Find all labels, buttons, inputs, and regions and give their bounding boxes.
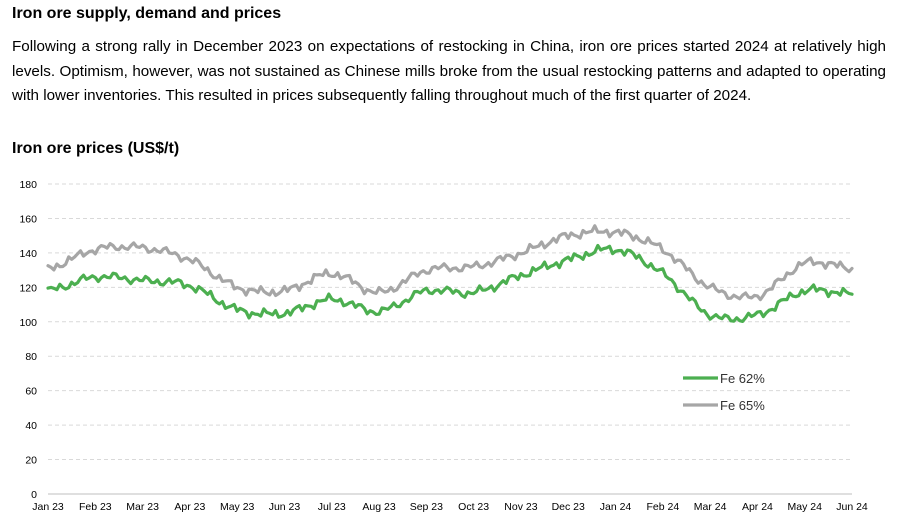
x-tick-label: Jun 24: [836, 501, 868, 513]
y-tick-label: 140: [19, 248, 37, 260]
series-line-fe62: [46, 243, 854, 323]
y-tick-label: 40: [25, 420, 37, 432]
legend-label: Fe 62%: [720, 371, 765, 386]
y-tick-label: 0: [31, 489, 37, 501]
x-tick-label: Sep 23: [410, 501, 443, 513]
x-tick-label: Apr 23: [174, 501, 205, 513]
gridlines: [48, 183, 852, 461]
x-tick-label: Aug 23: [362, 501, 395, 513]
x-tick-label: Oct 23: [458, 501, 489, 513]
x-tick-label: May 23: [220, 501, 255, 513]
y-axis-ticks: 0 20 40 60 80 100 120 140 160 180: [19, 179, 37, 501]
x-tick-label: Jun 23: [269, 501, 301, 513]
x-tick-label: Mar 23: [126, 501, 159, 513]
x-tick-label: Jan 23: [32, 501, 64, 513]
x-tick-label: Feb 24: [646, 501, 679, 513]
x-tick-label: Mar 24: [694, 501, 727, 513]
body-paragraph: Following a strong rally in December 202…: [12, 38, 886, 104]
x-tick-label: May 24: [787, 501, 822, 513]
y-tick-label: 180: [19, 179, 37, 191]
legend-label: Fe 65%: [720, 398, 765, 413]
y-tick-label: 80: [25, 351, 37, 363]
y-tick-label: 120: [19, 282, 37, 294]
y-tick-label: 60: [25, 386, 37, 398]
y-tick-label: 100: [19, 317, 37, 329]
x-tick-label: Dec 23: [552, 501, 585, 513]
x-axis-ticks: Jan 23 Feb 23 Mar 23 Apr 23 May 23 Jun 23 Jul …: [32, 501, 868, 513]
chart-title: Iron ore prices (US$/t): [12, 140, 180, 157]
x-tick-label: Feb 23: [79, 501, 112, 513]
x-tick-label: Jul 23: [318, 501, 346, 513]
y-tick-label: 160: [19, 213, 37, 225]
x-tick-label: Nov 23: [504, 501, 537, 513]
section-heading: Iron ore supply, demand and prices: [12, 5, 282, 22]
x-tick-label: Apr 24: [742, 501, 773, 513]
series-line-fe65: [46, 224, 854, 302]
series-lines: [46, 224, 854, 323]
legend: Fe 62% Fe 65%: [683, 371, 765, 413]
x-tick-label: Jan 24: [600, 501, 632, 513]
y-tick-label: 20: [25, 455, 37, 467]
